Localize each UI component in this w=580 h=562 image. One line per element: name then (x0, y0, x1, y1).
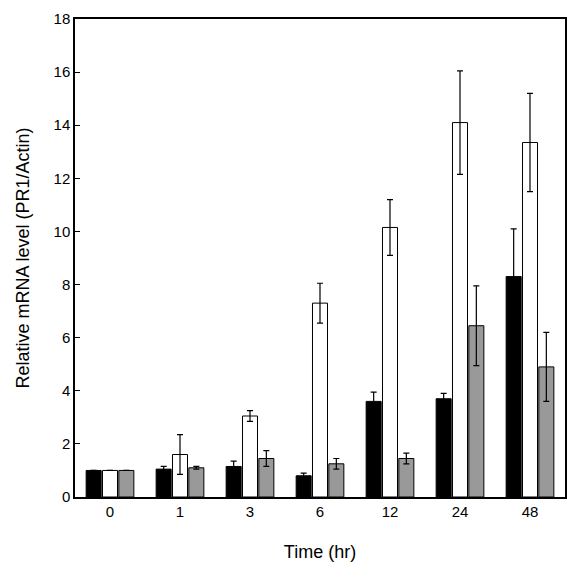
svg-text:0: 0 (62, 488, 70, 505)
svg-text:48: 48 (522, 503, 539, 520)
svg-text:6: 6 (316, 503, 324, 520)
svg-text:1: 1 (176, 503, 184, 520)
svg-text:6: 6 (62, 329, 70, 346)
svg-text:0: 0 (106, 503, 114, 520)
svg-text:8: 8 (62, 276, 70, 293)
svg-text:Relative mRNA level (PR1/Actin: Relative mRNA level (PR1/Actin) (13, 127, 33, 388)
svg-text:12: 12 (54, 170, 71, 187)
svg-text:4: 4 (62, 382, 70, 399)
svg-text:12: 12 (382, 503, 399, 520)
svg-text:14: 14 (54, 116, 71, 133)
svg-text:10: 10 (54, 223, 71, 240)
svg-text:16: 16 (54, 63, 71, 80)
svg-text:18: 18 (54, 10, 71, 27)
svg-text:2: 2 (62, 435, 70, 452)
svg-text:3: 3 (246, 503, 254, 520)
svg-text:Time (hr): Time (hr) (284, 542, 356, 562)
svg-text:24: 24 (452, 503, 469, 520)
